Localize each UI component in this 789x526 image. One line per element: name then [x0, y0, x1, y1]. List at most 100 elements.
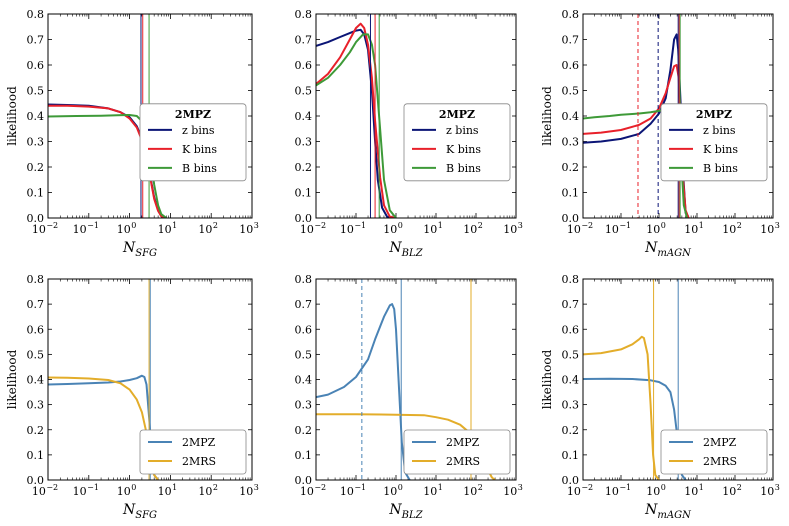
x-tick-label: 103 [760, 483, 780, 498]
legend-label: K bins [182, 143, 217, 156]
y-tick-label: 0.8 [295, 8, 313, 21]
y-tick-label: 0.6 [295, 323, 313, 336]
legend-label: z bins [446, 124, 479, 137]
x-tick-label: 101 [158, 221, 178, 236]
y-tick-label: 0.4 [295, 374, 313, 387]
x-tick-label: 103 [503, 221, 523, 236]
y-tick-label: 0.4 [562, 110, 580, 123]
y-tick-label: 0.6 [562, 59, 580, 72]
y-tick-label: 0.7 [562, 298, 580, 311]
y-tick-label: 0.1 [295, 187, 313, 200]
x-tick-label: 100 [383, 483, 403, 498]
x-tick-label: 10−2 [32, 483, 58, 498]
axes-frame [47, 278, 253, 481]
x-tick-label: 102 [198, 483, 218, 498]
y-axis-label: likelihood [5, 349, 19, 409]
series-line-b-bins [316, 33, 397, 218]
y-tick-label: 0.4 [562, 374, 580, 387]
x-tick-label: 101 [423, 221, 443, 236]
y-tick-label: 0.5 [27, 348, 45, 361]
axes-frame [582, 13, 774, 219]
y-tick-label: 0.7 [562, 34, 580, 47]
x-tick-label: 101 [158, 483, 178, 498]
legend-title: 2MPZ [439, 108, 475, 121]
y-tick-label: 0.5 [27, 85, 45, 98]
y-tick-label: 0.8 [27, 8, 45, 21]
y-tick-label: 0.2 [562, 424, 580, 437]
x-tick-label: 100 [117, 221, 137, 236]
y-tick-label: 0.8 [27, 273, 45, 286]
series-line-z-bins [316, 28, 393, 218]
y-tick-label: 0.4 [27, 110, 45, 123]
y-tick-label: 0.5 [295, 85, 313, 98]
panel-p1: 0.0 0.1 0.2 0.3 0.4 0.5 0.6 0.7 0.8 10−2 10−1 100 10… [295, 8, 523, 259]
x-tick-label: 10−2 [300, 221, 326, 236]
legend-label: z bins [703, 124, 736, 137]
x-tick-label: 103 [503, 483, 523, 498]
x-axis-label: NmAGN [644, 502, 692, 521]
legend: 2MPZ 2MRS [403, 429, 511, 475]
legend-label: 2MRS [182, 455, 216, 468]
legend-label: B bins [446, 162, 481, 175]
x-axis-label: NBLZ [388, 240, 423, 259]
x-tick-label: 100 [646, 221, 666, 236]
x-tick-label: 102 [463, 221, 483, 236]
x-tick-label: 103 [760, 221, 780, 236]
legend-label: 2MRS [446, 455, 480, 468]
y-tick-label: 0.4 [27, 374, 45, 387]
y-tick-label: 0.6 [295, 59, 313, 72]
y-tick-label: 0.1 [27, 449, 45, 462]
y-tick-label: 0.6 [562, 323, 580, 336]
legend-label: K bins [446, 143, 481, 156]
legend-label: B bins [182, 162, 217, 175]
y-tick-label: 0.3 [27, 399, 45, 412]
y-tick-label: 0.0 [295, 212, 313, 225]
series-line-2mrs [583, 335, 660, 480]
y-tick-label: 0.3 [562, 136, 580, 149]
x-tick-label: 100 [646, 483, 666, 498]
y-tick-label: 0.7 [295, 34, 313, 47]
legend: 2MPZ z bins K bins B bins [660, 103, 768, 182]
y-tick-label: 0.1 [562, 449, 580, 462]
x-tick-label: 101 [423, 483, 443, 498]
x-tick-label: 100 [383, 221, 403, 236]
x-tick-label: 102 [722, 221, 742, 236]
y-tick-label: 0.2 [295, 161, 313, 174]
y-tick-label: 0.4 [295, 110, 313, 123]
x-tick-label: 10−2 [567, 483, 593, 498]
y-tick-label: 0.2 [295, 424, 313, 437]
y-tick-label: 0.5 [562, 85, 580, 98]
series-line-k-bins [316, 22, 397, 218]
panel-p2: 0.0 0.1 0.2 0.3 0.4 0.5 0.6 0.7 0.8 10−2 10−1 100 10… [540, 8, 780, 259]
legend-title: 2MPZ [175, 108, 211, 121]
panel-p3: 0.0 0.1 0.2 0.3 0.4 0.5 0.6 0.7 0.8 10−2 10−1 100 10… [5, 273, 259, 521]
x-tick-label: 102 [198, 221, 218, 236]
x-axis-label: NSFG [122, 502, 157, 521]
series-line-2mpz [316, 303, 411, 480]
x-axis-label: NSFG [122, 240, 157, 259]
panel-p4: 0.0 0.1 0.2 0.3 0.4 0.5 0.6 0.7 0.8 10−2 10−1 100 10… [295, 273, 523, 521]
x-tick-label: 103 [239, 483, 259, 498]
legend-title: 2MPZ [696, 108, 732, 121]
y-tick-label: 0.1 [27, 187, 45, 200]
y-tick-label: 0.2 [27, 161, 45, 174]
legend-label: B bins [703, 162, 738, 175]
legend-box [660, 103, 768, 182]
x-tick-label: 10−1 [340, 483, 366, 498]
axes-frame [47, 13, 253, 219]
legend: 2MPZ z bins K bins B bins [403, 103, 511, 182]
legend: 2MPZ z bins K bins B bins [139, 103, 247, 182]
axes-frame [582, 278, 774, 481]
legend-label: 2MPZ [703, 436, 737, 449]
y-tick-label: 0.8 [562, 273, 580, 286]
y-tick-label: 0.6 [27, 59, 45, 72]
legend-label: 2MRS [703, 455, 737, 468]
y-axis-label: likelihood [5, 86, 19, 146]
x-tick-label: 103 [239, 221, 259, 236]
legend-label: 2MPZ [182, 436, 216, 449]
x-tick-label: 10−2 [300, 483, 326, 498]
y-tick-label: 0.0 [295, 474, 313, 487]
axes-frame [315, 13, 517, 219]
y-tick-label: 0.3 [27, 136, 45, 149]
